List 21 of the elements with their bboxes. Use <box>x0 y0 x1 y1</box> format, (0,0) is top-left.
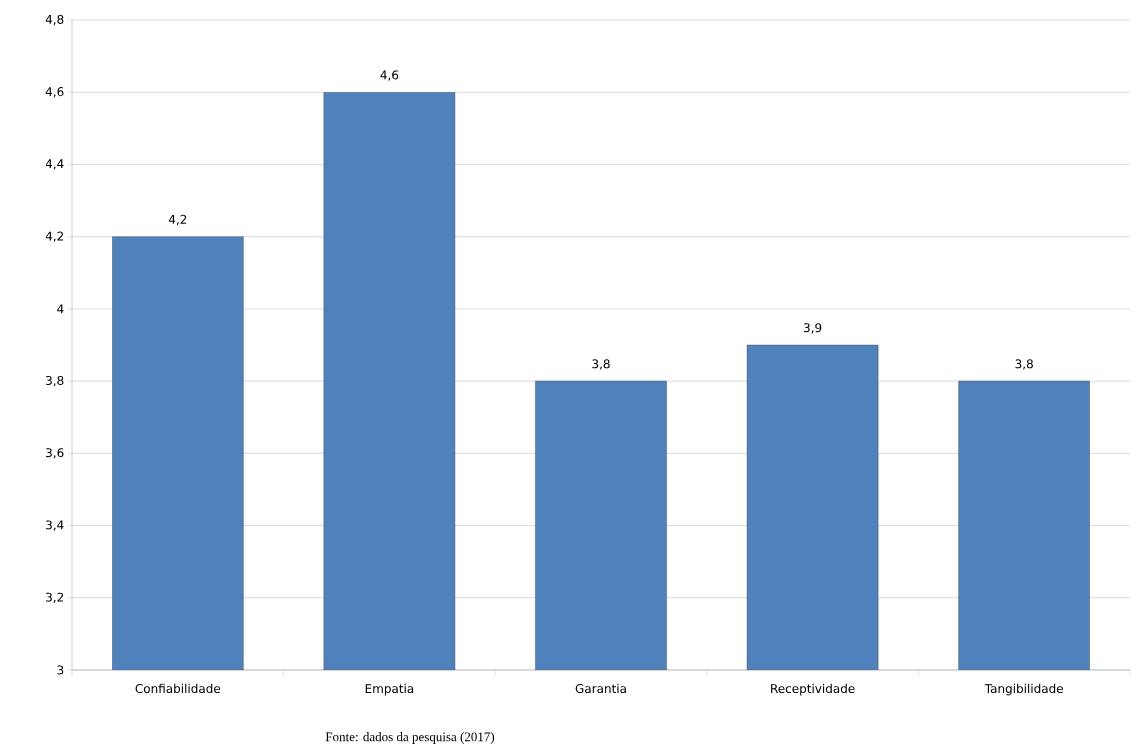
y-tick-label: 3,8 <box>46 375 64 387</box>
source-note: Fonte: dados da pesquisa (2017) <box>325 732 495 744</box>
x-tick-label: Empatia <box>365 683 414 696</box>
y-tick-label: 3,6 <box>46 448 64 459</box>
y-tick-label: 3 <box>57 665 64 675</box>
y-tick-label: 4,8 <box>45 14 64 26</box>
y-tick-label: 3,4 <box>46 520 64 531</box>
x-tick-label: Tangibilidade <box>984 683 1064 696</box>
data-label: 3,9 <box>803 323 822 334</box>
x-tick-label: Receptividade <box>771 683 855 696</box>
y-tick-label: 4,4 <box>45 159 64 170</box>
y-tick-label: 4,2 <box>45 231 64 242</box>
data-label: 4,2 <box>168 214 187 226</box>
x-tick-label: Confiabilidade <box>135 683 221 694</box>
y-tick-label: 4 <box>57 304 64 314</box>
data-label: 4,6 <box>380 70 399 81</box>
x-tick-label: Garantia <box>575 683 626 694</box>
data-label: 3,8 <box>592 359 610 370</box>
y-tick-label: 4,6 <box>45 87 64 98</box>
data-label: 3,8 <box>1015 359 1033 370</box>
y-tick-label: 3,2 <box>46 592 64 603</box>
